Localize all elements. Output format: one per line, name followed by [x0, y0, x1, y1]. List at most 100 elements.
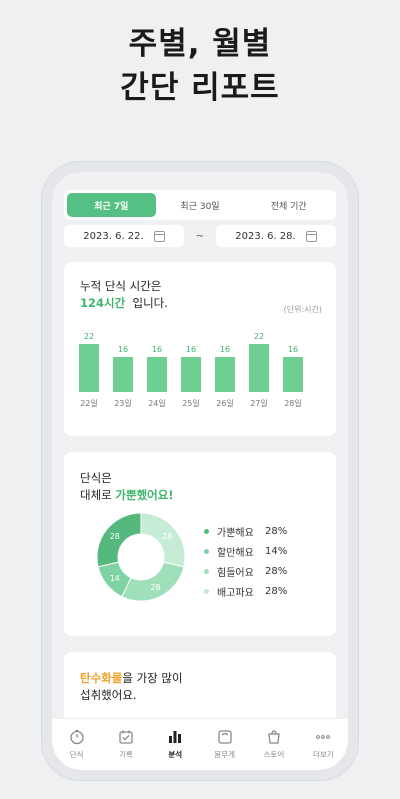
- mood-title-line-1: 단식은: [80, 471, 112, 485]
- legend-dot: [204, 528, 209, 534]
- scale-icon: [217, 729, 233, 745]
- legend-item: 힘들어요 28%: [204, 561, 287, 581]
- bar-column: 22 22일: [78, 318, 100, 428]
- donut-svg: 28 28 14 28: [96, 512, 186, 602]
- legend-name: 가뿐해요: [217, 527, 254, 539]
- bar-column: 22 27일: [248, 318, 270, 428]
- timer-icon: [69, 729, 85, 745]
- bar: [181, 357, 201, 392]
- date-range: 2023. 6. 22. ~ 2023. 6. 28.: [64, 225, 336, 247]
- legend-percent: 28%: [265, 565, 288, 577]
- bar-value-label: 16: [287, 345, 299, 354]
- bar-column: 16 25일: [180, 318, 202, 428]
- legend-percent: 28%: [265, 585, 288, 597]
- mood-highlight: 가뿐했어요!: [115, 488, 174, 502]
- legend-dot: [204, 548, 209, 554]
- donut-slice-label: 28: [150, 583, 160, 592]
- tab-records[interactable]: 기록: [101, 719, 150, 770]
- tab-all-period[interactable]: 전체 기간: [270, 201, 307, 212]
- legend-name: 배고파요: [217, 587, 254, 599]
- mood-card-title: 단식은 대체로 가뿐했어요!: [80, 470, 174, 504]
- legend-name: 할만해요: [217, 547, 254, 559]
- donut-slice: [96, 512, 142, 568]
- tab-analysis[interactable]: 분석: [151, 719, 200, 770]
- chart-unit-label: (단위:시간): [283, 305, 322, 314]
- shopping-bag-icon: [266, 729, 282, 745]
- more-dots-icon: [315, 729, 331, 745]
- bar-column: 16 23일: [112, 318, 134, 428]
- bar: [215, 357, 235, 392]
- tab-store[interactable]: 스토어: [249, 719, 298, 770]
- nutrient-highlight: 탄수화물: [80, 671, 123, 685]
- bar: [249, 344, 269, 392]
- bar-day-label: 23일: [114, 399, 132, 408]
- legend-item: 배고파요 28%: [204, 581, 287, 601]
- bar-value-label: 16: [151, 345, 163, 354]
- bar-day-label: 22일: [80, 399, 98, 408]
- donut-slice: [121, 561, 185, 602]
- legend-dot: [204, 568, 209, 574]
- bar-column: 16 24일: [146, 318, 168, 428]
- bar: [147, 357, 167, 392]
- calendar-icon: [305, 230, 317, 242]
- start-date-text: 2023. 6. 22.: [83, 230, 144, 242]
- tab-fasting[interactable]: 단식: [52, 719, 101, 770]
- bar-value-label: 16: [117, 345, 129, 354]
- legend-percent: 14%: [265, 545, 288, 557]
- bar-day-label: 26일: [216, 399, 234, 408]
- donut-slice-label: 28: [110, 532, 120, 541]
- tab-label: 몸무게: [214, 750, 235, 759]
- tab-label: 분석: [168, 750, 183, 759]
- mood-legend: 가뿐해요 28% 할만해요 14% 힘들어요 28% 배고파요 28%: [204, 521, 287, 601]
- bar-column: 16 26일: [214, 318, 236, 428]
- tab-weight[interactable]: 몸무게: [200, 719, 249, 770]
- bar-value-label: 22: [83, 332, 95, 341]
- fasting-title-suffix: 입니다.: [132, 296, 168, 310]
- phone-frame: 최근 7일 최근 30일 전체 기간 2023. 6. 22. ~ 2023. …: [42, 162, 358, 780]
- bar-column: 16 28일: [282, 318, 304, 428]
- tab-label: 단식: [69, 750, 84, 759]
- bar-day-label: 28일: [284, 399, 302, 408]
- bar-day-label: 24일: [148, 399, 166, 408]
- end-date-text: 2023. 6. 28.: [235, 230, 296, 242]
- nutrient-card-title: 탄수화물을 가장 많이 섭취했어요.: [80, 670, 183, 704]
- nutrient-title-line-2: 섭취했어요.: [80, 688, 137, 702]
- mood-card: 단식은 대체로 가뿐했어요! 28 28 14 28 가뿐해요 28% 할만해요 14% 힘들…: [64, 452, 336, 636]
- bar: [283, 357, 303, 392]
- tab-label: 스토어: [263, 750, 285, 759]
- tab-label: 기록: [119, 750, 133, 759]
- bar-day-label: 25일: [182, 399, 200, 408]
- fasting-card-title: 누적 단식 시간은 124시간 입니다.: [80, 278, 168, 312]
- tab-recent-30-days[interactable]: 최근 30일: [180, 201, 220, 212]
- headline-line-2: 간단 리포트: [120, 70, 280, 106]
- calendar-icon: [153, 230, 165, 242]
- fasting-title-line-1: 누적 단식 시간은: [80, 279, 162, 293]
- start-date-field[interactable]: 2023. 6. 22.: [64, 225, 184, 247]
- legend-item: 가뿐해요 28%: [204, 521, 287, 541]
- mood-donut-chart: 28 28 14 28: [96, 512, 186, 602]
- tab-label: 더보기: [312, 750, 334, 759]
- headline-line-1: 주별, 월별: [128, 26, 272, 62]
- fasting-time-card: 누적 단식 시간은 124시간 입니다. (단위:시간) 22 22일 16 23일 1…: [64, 262, 336, 436]
- bar-value-label: 22: [253, 332, 265, 341]
- period-tabs: 최근 7일 최근 30일 전체 기간: [64, 190, 336, 220]
- donut-slice-label: 28: [162, 532, 172, 541]
- mood-title-prefix: 대체로: [80, 488, 116, 502]
- tab-more[interactable]: 더보기: [299, 719, 348, 770]
- nutrient-line-1-suffix: 을 가장 많이: [122, 671, 183, 685]
- legend-item: 할만해요 14%: [204, 541, 287, 561]
- bar-day-label: 27일: [250, 399, 268, 408]
- legend-percent: 28%: [265, 525, 288, 537]
- fasting-bar-chart: 22 22일 16 23일 16 24일 16 25일 16 26일 22 27일 16 28일: [76, 318, 324, 428]
- donut-slice-label: 14: [110, 574, 120, 583]
- tab-recent-7-days[interactable]: 최근 7일: [67, 193, 156, 217]
- bar: [79, 344, 99, 392]
- app-screen: 최근 7일 최근 30일 전체 기간 2023. 6. 22. ~ 2023. …: [52, 172, 348, 770]
- bar-value-label: 16: [185, 345, 197, 354]
- fasting-total: 124시간: [80, 296, 126, 310]
- bar-value-label: 16: [219, 345, 231, 354]
- bar-chart-icon: [167, 729, 183, 745]
- nutrient-title-line-1: 탄수화물을 가장 많이: [80, 670, 183, 687]
- bottom-tab-bar: 단식 기록 분석 몸무게: [52, 718, 348, 770]
- end-date-field[interactable]: 2023. 6. 28.: [215, 225, 336, 247]
